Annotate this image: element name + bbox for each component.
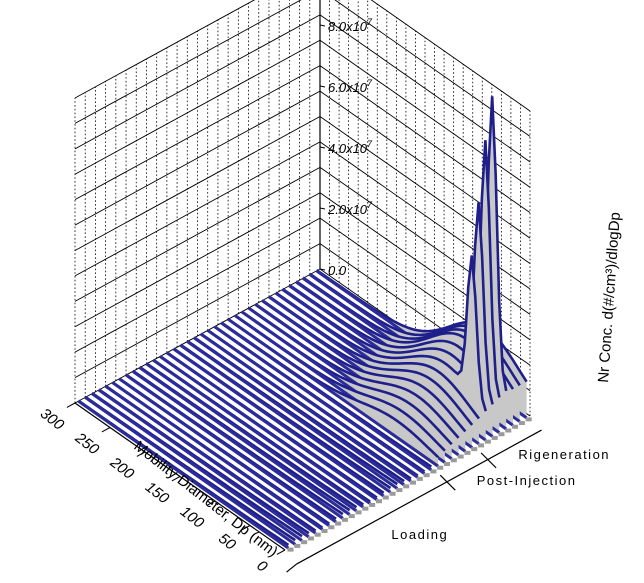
scan-marker	[362, 507, 368, 511]
x-tick-label: 150	[142, 478, 173, 507]
scan-marker	[424, 473, 430, 477]
phase-divider	[481, 453, 496, 468]
scan-marker	[335, 522, 341, 526]
scan-marker	[417, 477, 423, 481]
scan-marker	[478, 443, 484, 447]
scan-marker	[403, 484, 409, 488]
scan-axis-end	[287, 564, 297, 572]
scan-marker	[288, 548, 294, 552]
scan-marker	[376, 499, 382, 503]
scan-marker	[485, 440, 491, 444]
scan-marker	[356, 510, 362, 514]
scan-marker	[342, 518, 348, 522]
scan-marker	[390, 492, 396, 496]
scan-marker	[301, 540, 307, 544]
scan-marker	[492, 436, 498, 440]
scan-marker	[437, 466, 443, 470]
x-tick	[67, 403, 75, 407]
phase-label-loading: Loading	[391, 527, 448, 542]
waterfall-surface	[78, 96, 531, 551]
scan-marker	[396, 488, 402, 492]
scan-marker	[464, 451, 470, 455]
scan-marker	[505, 428, 511, 432]
scan-marker	[512, 425, 518, 429]
scan-marker	[322, 529, 328, 533]
scan-marker	[430, 469, 436, 473]
scan-marker	[458, 455, 464, 459]
z-axis-label: Nr Conc. d(#/cm³)/dlogDp	[595, 212, 624, 384]
scan-marker	[308, 536, 314, 540]
scan-marker	[526, 417, 532, 421]
scan-marker	[383, 495, 389, 499]
z-tick	[320, 147, 325, 148]
z-tick-label: 6.0x107	[328, 78, 373, 95]
z-tick	[320, 208, 325, 209]
scan-marker	[294, 544, 300, 548]
z-tick	[320, 86, 325, 87]
x-tick-label: 50	[215, 530, 239, 554]
z-tick-label: 8.0x107	[328, 17, 373, 34]
x-tick-label: 300	[37, 405, 68, 434]
scan-marker	[451, 458, 457, 462]
z-tick	[320, 25, 325, 26]
scan-marker	[328, 525, 334, 529]
x-tick	[102, 428, 110, 432]
scan-marker	[498, 432, 504, 436]
scan-marker	[410, 481, 416, 485]
phase-divider	[440, 475, 455, 490]
z-tick-label: 2.0x107	[327, 200, 373, 217]
scan-marker	[369, 503, 375, 507]
scan-marker	[349, 514, 355, 518]
phase-label-post-injection: Post-Injection	[477, 473, 577, 488]
x-tick-label: 0	[253, 557, 271, 576]
x-tick-label: 200	[106, 453, 137, 483]
z-tick-label: 0.0	[328, 263, 347, 278]
scan-marker	[471, 447, 477, 451]
scan-marker	[444, 462, 450, 466]
scan-marker	[519, 421, 525, 425]
scan-marker	[315, 533, 321, 537]
x-tick-label: 250	[71, 429, 102, 459]
z-tick-label: 4.0x107	[328, 139, 373, 156]
phase-label-rigeneration: Rigeneration	[518, 447, 610, 462]
